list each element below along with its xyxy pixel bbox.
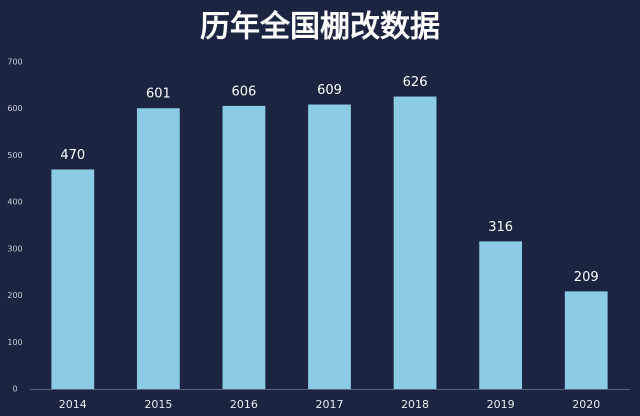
data-label: 316 bbox=[488, 220, 513, 235]
x-tick-label: 2019 bbox=[487, 398, 515, 411]
bar bbox=[136, 108, 180, 390]
bar bbox=[479, 241, 523, 389]
y-tick-label: 300 bbox=[7, 244, 22, 253]
data-label: 609 bbox=[317, 83, 342, 98]
bar bbox=[222, 105, 266, 389]
y-tick-label: 500 bbox=[7, 151, 22, 160]
chart-title: 历年全国棚改数据 bbox=[200, 10, 440, 45]
y-tick-label: 200 bbox=[7, 291, 22, 300]
data-label: 601 bbox=[146, 87, 171, 102]
y-tick-label: 600 bbox=[7, 104, 22, 113]
y-tick-label: 400 bbox=[7, 198, 22, 207]
x-tick-label: 2020 bbox=[572, 398, 600, 411]
x-tick-label: 2018 bbox=[401, 398, 429, 411]
data-label: 626 bbox=[403, 75, 428, 90]
bar bbox=[393, 96, 437, 389]
x-tick-label: 2014 bbox=[59, 398, 87, 411]
x-tick-label: 2015 bbox=[144, 398, 172, 411]
bar bbox=[308, 104, 351, 389]
x-tick-label: 2017 bbox=[316, 398, 344, 411]
bar bbox=[564, 291, 608, 389]
bar bbox=[51, 169, 95, 389]
y-tick-label: 0 bbox=[12, 385, 17, 394]
data-label: 470 bbox=[60, 148, 85, 163]
x-tick-label: 2016 bbox=[230, 398, 258, 411]
data-label: 209 bbox=[574, 270, 599, 285]
data-label: 606 bbox=[232, 84, 257, 99]
y-tick-label: 100 bbox=[7, 338, 22, 347]
y-tick-label: 700 bbox=[7, 58, 22, 67]
